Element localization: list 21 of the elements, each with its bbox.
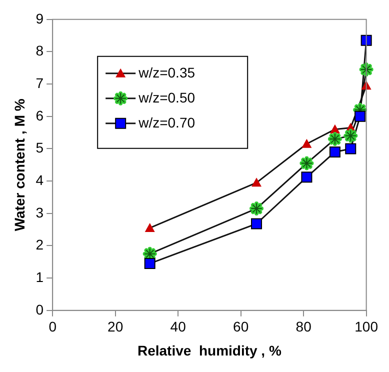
y-tick-label: 3 [36, 204, 44, 220]
y-tick-label: 8 [36, 42, 44, 59]
y-tick-label: 2 [36, 236, 44, 253]
legend-label: w/z=0.50 [138, 89, 196, 106]
y-tick-label: 1 [36, 268, 44, 285]
y-tick-label: 6 [36, 107, 44, 124]
y-tick-label: 0 [36, 301, 44, 318]
y-tick-label: 9 [36, 10, 44, 26]
x-tick-label: 0 [48, 318, 57, 335]
x-tick-label: 80 [296, 318, 312, 335]
legend-label: w/z=0.35 [138, 64, 196, 80]
y-tick-label: 4 [36, 172, 44, 188]
y-tick-label: 7 [36, 74, 44, 91]
legend-label: w/z=0.70 [138, 114, 196, 130]
x-axis-title: Relative humidity , % [137, 342, 282, 358]
y-axis-title: Water content , M % [11, 98, 28, 232]
x-tick-label: 60 [233, 318, 249, 335]
y-tick-label: 5 [36, 140, 44, 156]
x-tick-label: 100 [354, 318, 378, 335]
x-tick-label: 20 [108, 318, 124, 335]
x-tick-label: 40 [170, 318, 186, 335]
